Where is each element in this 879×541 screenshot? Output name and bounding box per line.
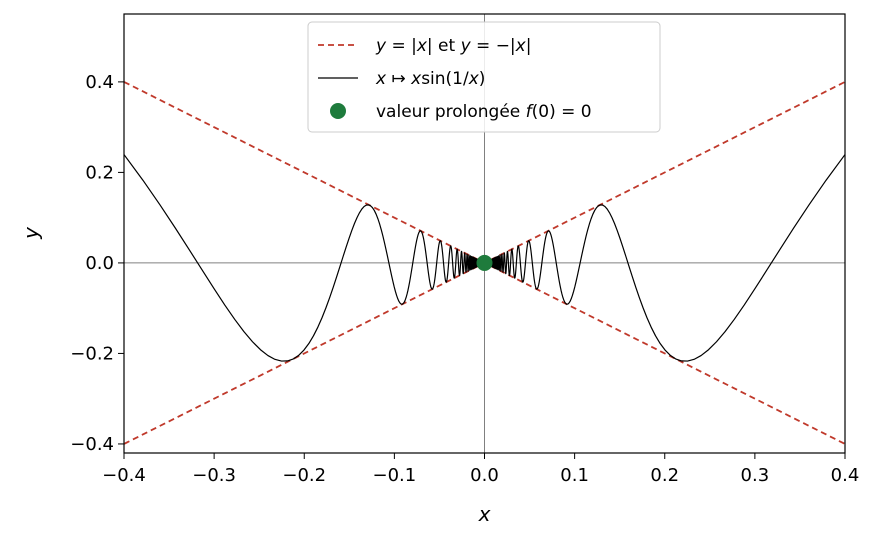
y-tick-label: −0.4: [70, 434, 114, 455]
y-tick-label: 0.2: [85, 162, 114, 183]
x-tick-label: −0.2: [282, 465, 326, 486]
x-tick-label: 0.2: [650, 465, 679, 486]
x-tick-label: −0.1: [373, 465, 417, 486]
plot-frame: [123, 13, 846, 454]
x-tick-label: 0.1: [560, 465, 589, 486]
y-axis-title: y: [19, 226, 43, 240]
y-tick-label: 0.0: [85, 253, 114, 274]
legend-label-abs-lines: y = |x| et y = −|x|: [375, 36, 531, 56]
x-tick-label: −0.4: [102, 465, 146, 486]
legend-label-function: x ↦ xsin(1/x): [375, 69, 485, 89]
legend-box: [307, 21, 661, 133]
x-tick-label: 0.3: [741, 465, 770, 486]
legend: y = |x| et y = −|x| x ↦ xsin(1/x) valeur…: [307, 21, 661, 133]
extended-value-point: [476, 254, 493, 271]
x-tick-label: −0.3: [192, 465, 236, 486]
x-tick-label: 0.4: [831, 465, 860, 486]
legend-swatch-point: [330, 103, 346, 119]
y-tick-label: 0.4: [85, 72, 114, 93]
y-tick-label: −0.2: [70, 343, 114, 364]
x-axis-title: x: [478, 502, 491, 526]
legend-label-point: valeur prolongée f(0) = 0: [376, 102, 592, 122]
x-tick-label: 0.0: [470, 465, 499, 486]
